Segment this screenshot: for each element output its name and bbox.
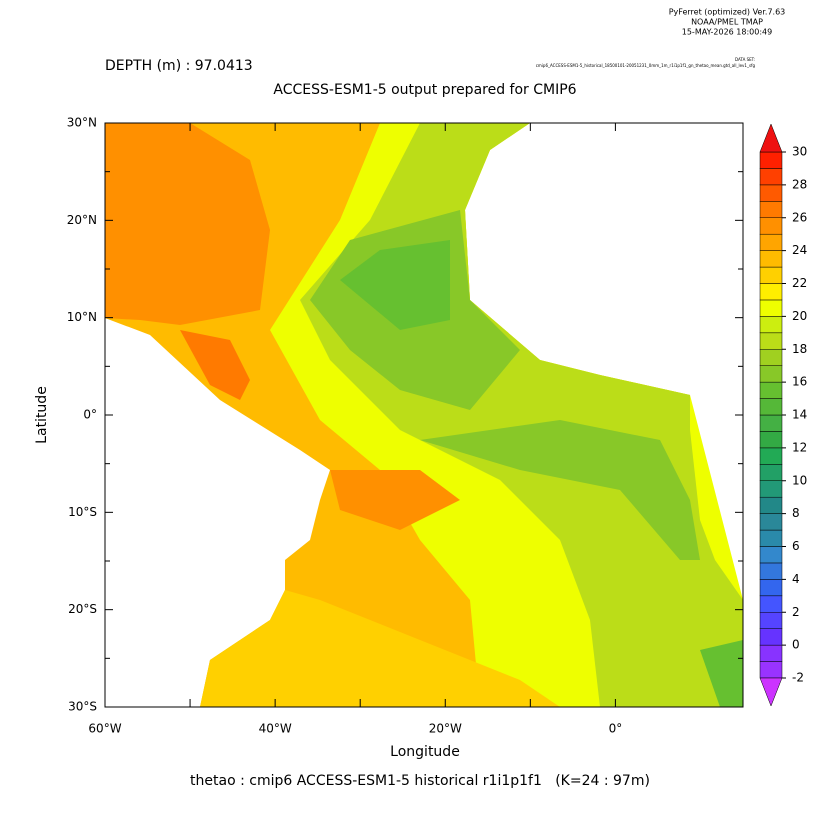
colorbar-label: 26: [792, 210, 807, 224]
x-tick-label: 0°: [609, 722, 623, 736]
y-tick-label: 10°N: [67, 310, 97, 324]
colorbar-band: [759, 381, 783, 399]
colorbar-band: [759, 398, 783, 416]
dataset-name: cmip6_ACCESS-ESM1-5_historical_18500101-…: [536, 63, 756, 68]
colorbar-band: [759, 431, 783, 449]
colorbar-band: [759, 529, 783, 547]
x-tick-label: 40°W: [259, 722, 292, 736]
warm-region: [180, 330, 250, 400]
y-tick-label: 30°N: [67, 116, 97, 130]
colorbar-band: [759, 151, 783, 169]
header-line: NOAA/PMEL TMAP: [691, 18, 763, 27]
colorbar-band: [759, 233, 783, 251]
orange-region: [200, 590, 560, 707]
colorbar-band: [759, 250, 783, 268]
x-tick-label: 60°W: [88, 722, 121, 736]
colorbar-label: 30: [792, 145, 807, 159]
colorbar-band: [759, 283, 783, 301]
colorbar-band: [759, 299, 783, 317]
green-region: [340, 240, 450, 330]
dataset-label: DATA SET:: [735, 57, 755, 62]
colorbar-label: 20: [792, 309, 807, 323]
colorbar-band: [759, 201, 783, 218]
colorbar-label: 14: [792, 408, 807, 422]
colorbar-band: [759, 579, 783, 597]
colorbar-label: 18: [792, 342, 807, 356]
colorbar-under: [759, 677, 783, 707]
depth-label: DEPTH (m) : 97.0413: [105, 58, 253, 74]
colorbar-over: [759, 123, 783, 153]
colorbar-band: [759, 332, 783, 350]
colorbar-label: 16: [792, 375, 807, 389]
colorbar-label: 6: [792, 539, 800, 553]
colorbar-label: 2: [792, 605, 800, 619]
y-axis-label: Latitude: [34, 386, 50, 444]
colorbar-band: [759, 480, 783, 498]
colorbar-band: [759, 562, 783, 580]
y-tick-label: 20°N: [67, 213, 97, 227]
warm-region: [330, 470, 460, 530]
colorbar-band: [759, 661, 783, 679]
colorbar-label: 8: [792, 506, 800, 520]
header-line: 15-MAY-2026 18:00:49: [682, 28, 772, 37]
colorbar-band: [759, 595, 783, 613]
colorbar-band: [759, 513, 783, 531]
colorbar-band: [759, 414, 783, 432]
colorbar-label: 0: [792, 638, 800, 652]
colorbar-band: [759, 628, 783, 646]
warm-region: [105, 123, 270, 325]
y-tick-label: 30°S: [68, 700, 97, 714]
footer: thetao : cmip6 ACCESS-ESM1-5 historical …: [190, 773, 650, 789]
colorbar-band: [759, 266, 783, 284]
y-tick-label: 20°S: [68, 602, 97, 616]
colorbar-label: -2: [792, 671, 804, 685]
header-line: PyFerret (optimized) Ver.7.63: [669, 8, 786, 17]
green-region: [700, 640, 743, 707]
y-tick-label: 10°S: [68, 505, 97, 519]
colorbar-band: [759, 168, 783, 186]
colorbar-band: [759, 365, 783, 383]
x-axis-label: Longitude: [390, 744, 460, 760]
colorbar-band: [759, 316, 783, 334]
colorbar-label: 12: [792, 440, 807, 454]
x-tick-label: 20°W: [429, 722, 462, 736]
colorbar-band: [759, 546, 783, 564]
chart-title: ACCESS-ESM1-5 output prepared for CMIP6: [273, 82, 576, 98]
colorbar-label: 4: [792, 572, 800, 586]
y-tick-label: 0°: [83, 408, 97, 422]
map-field: [105, 123, 743, 707]
colorbar-band: [759, 612, 783, 629]
green-region: [420, 420, 700, 560]
colorbar-band: [759, 447, 783, 465]
colorbar-label: 22: [792, 276, 807, 290]
colorbar-band: [759, 464, 783, 481]
colorbar-band: [759, 496, 783, 514]
colorbar-label: 24: [792, 243, 807, 257]
colorbar-band: [759, 217, 783, 235]
colorbar-band: [759, 349, 783, 366]
colorbar-label: 10: [792, 473, 807, 487]
colorbar-band: [759, 184, 783, 202]
colorbar-label: 28: [792, 177, 807, 191]
colorbar-band: [759, 644, 783, 662]
